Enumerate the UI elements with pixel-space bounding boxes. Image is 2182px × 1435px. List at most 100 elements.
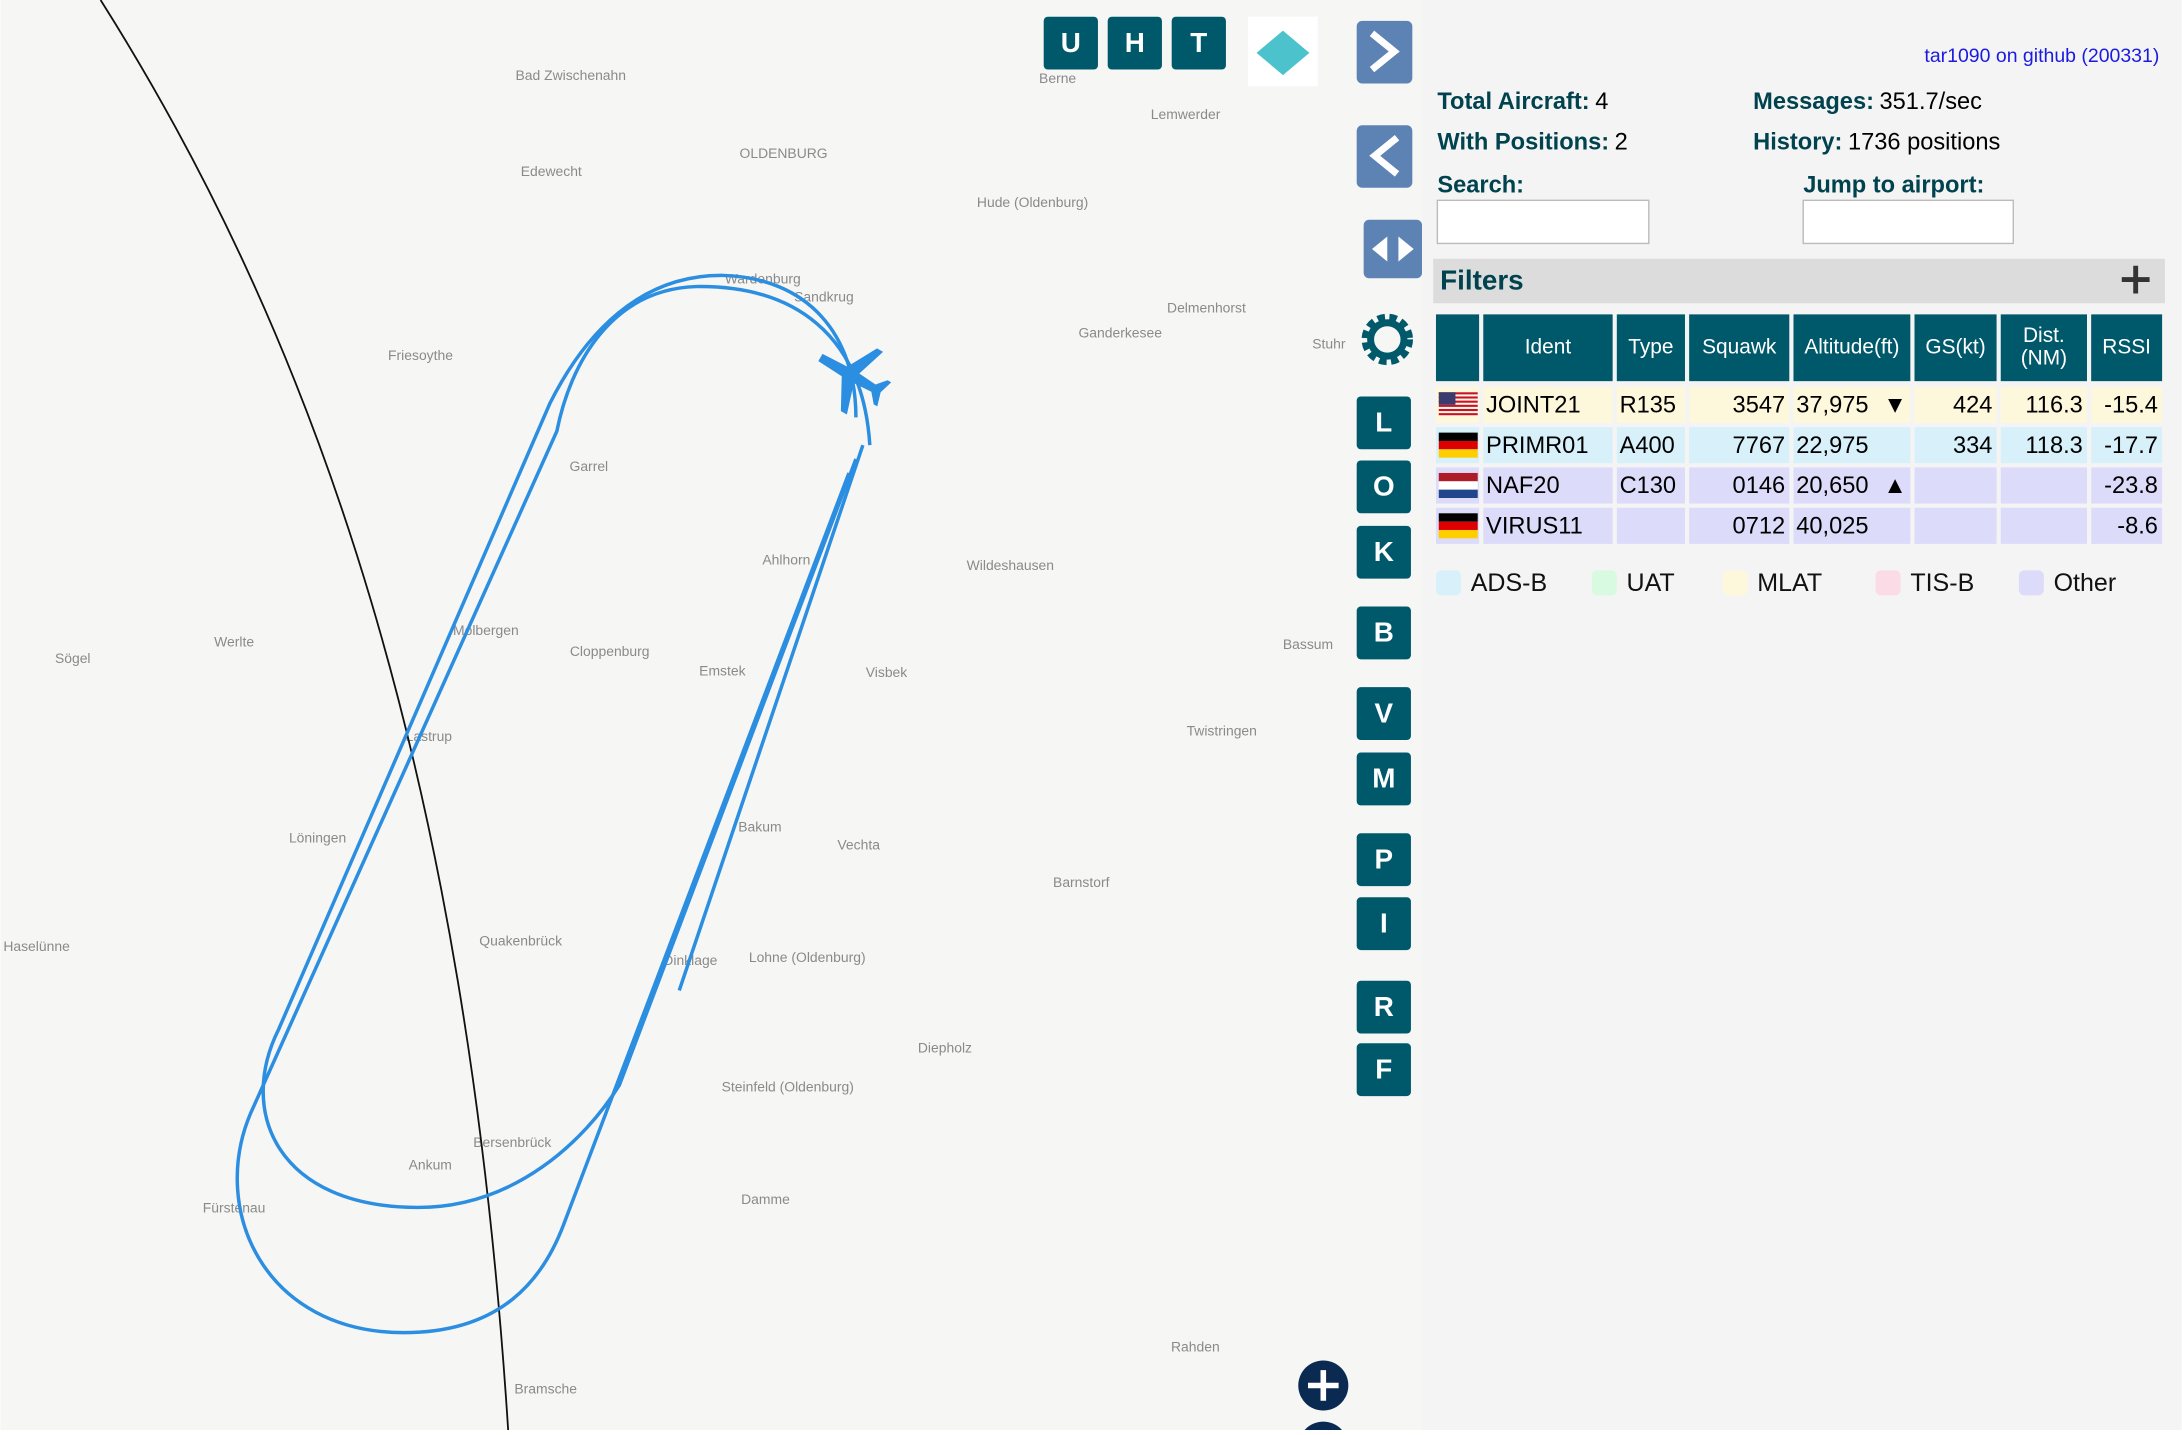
table-cell[interactable] (1483, 427, 1613, 464)
legend-label: MLAT (1757, 569, 1822, 597)
place-label: Ahlhorn (762, 551, 810, 567)
place-label: Lastrup (406, 728, 453, 744)
flag (1438, 449, 1478, 458)
toggle-button[interactable] (1356, 897, 1411, 951)
table-cell[interactable] (2091, 507, 2163, 544)
table-cell[interactable] (1689, 507, 1790, 544)
stat-label: Total Aircraft: (1437, 89, 1589, 115)
settings-button[interactable] (1361, 313, 1414, 366)
github-link[interactable]: tar1090 on github (200331) (1924, 45, 2159, 67)
table-cell[interactable] (1793, 467, 1911, 504)
cell-text: A400 (1620, 433, 1675, 459)
stat: Total Aircraft: 4 (1437, 89, 1608, 115)
table-cell[interactable] (1616, 427, 1685, 464)
button-label: F (1375, 1053, 1392, 1084)
table-cell[interactable] (1914, 467, 1997, 504)
button-label: V (1375, 697, 1394, 728)
flag (1438, 472, 1478, 482)
toggle-button[interactable] (1356, 525, 1411, 579)
table-cell[interactable] (1689, 467, 1790, 504)
column-header: Ident (1525, 335, 1572, 358)
cell-text: R135 (1620, 392, 1676, 418)
table-cell[interactable] (1689, 386, 1790, 423)
cell-text: 424 (1953, 392, 1992, 418)
layers-icon (1256, 30, 1310, 76)
cell-text: -15.4 (2104, 392, 2158, 418)
toolbar-button[interactable] (1043, 16, 1098, 70)
resize-button[interactable] (1363, 219, 1423, 279)
filters-title: Filters (1440, 265, 1523, 296)
cell-text: 116.3 (2025, 392, 2082, 418)
stat-label: Messages: (1753, 89, 1874, 115)
flag (1438, 413, 1478, 416)
column-header: Type (1628, 335, 1673, 358)
cell-text: 118.3 (2025, 433, 2082, 459)
legend-swatch (2018, 570, 2044, 596)
toggle-button[interactable] (1356, 460, 1411, 514)
table-cell[interactable] (1914, 427, 1997, 464)
expand-button[interactable] (1356, 20, 1413, 84)
table-cell[interactable] (1483, 467, 1613, 504)
header-cell[interactable] (2000, 314, 2087, 382)
table-cell[interactable] (2000, 467, 2087, 504)
toggle-button[interactable] (1356, 687, 1411, 741)
table-cell[interactable] (2091, 467, 2163, 504)
header-cell[interactable] (1914, 314, 1997, 382)
table-cell[interactable] (1616, 467, 1685, 504)
jump-input[interactable] (1802, 199, 2014, 245)
place-label: Delmenhorst (1167, 299, 1246, 315)
aircraft-icon[interactable] (802, 326, 902, 426)
table-cell[interactable] (1689, 427, 1790, 464)
filters-bar[interactable] (1433, 258, 2165, 304)
header-cell[interactable] (2091, 314, 2163, 382)
toggle-button[interactable] (1356, 606, 1411, 660)
stat: With Positions: 2 (1437, 130, 1627, 156)
button-label: P (1375, 843, 1394, 874)
cell-text: NAF20 (1486, 473, 1560, 499)
cell-text: PRIMR01 (1486, 433, 1588, 459)
place-label: Steinfeld (Oldenburg) (722, 1078, 854, 1094)
table-cell[interactable] (2091, 386, 2163, 423)
toggle-button[interactable] (1356, 396, 1411, 450)
header-cell[interactable] (1616, 314, 1685, 382)
toggle-button[interactable] (1356, 833, 1411, 887)
plus-icon (1308, 1370, 1339, 1401)
flag (1438, 513, 1478, 522)
filters-toggle[interactable] (2121, 265, 2150, 294)
table-cell[interactable] (1483, 507, 1613, 544)
header-cell[interactable] (1483, 314, 1613, 382)
toggle-button[interactable] (1356, 752, 1411, 806)
header-cell[interactable] (1793, 314, 1911, 382)
table-cell[interactable] (1793, 386, 1911, 423)
table-cell[interactable] (2000, 507, 2087, 544)
table-cell[interactable] (1616, 386, 1685, 423)
table-cell[interactable] (1793, 427, 1911, 464)
flag (1438, 440, 1478, 450)
table-cell[interactable] (1793, 507, 1911, 544)
table-cell[interactable] (1483, 386, 1613, 423)
toolbar-button[interactable] (1171, 16, 1226, 70)
place-label: Werlte (214, 633, 254, 649)
legend-label: UAT (1627, 569, 1675, 597)
place-label: Wildeshausen (967, 557, 1054, 573)
table-cell[interactable] (1914, 507, 1997, 544)
table-cell[interactable] (1914, 386, 1997, 423)
toolbar-button[interactable] (1107, 16, 1162, 70)
cell-text: -23.8 (2104, 473, 2158, 499)
flag (1438, 408, 1478, 412)
toggle-button[interactable] (1356, 980, 1411, 1034)
stat: Messages: 351.7/sec (1753, 89, 1982, 115)
place-label: Ankum (409, 1156, 452, 1172)
header-cell[interactable] (1689, 314, 1790, 382)
table-cell[interactable] (2091, 427, 2163, 464)
jump-label: Jump to airport: (1803, 173, 1984, 199)
collapse-button[interactable] (1356, 125, 1413, 188)
toggle-button[interactable] (1356, 1043, 1411, 1097)
map[interactable] (0, 0, 1423, 1430)
stat-value: 2 (1615, 130, 1628, 156)
stat-value: 351.7/sec (1880, 89, 1983, 115)
search-input[interactable] (1436, 199, 1650, 245)
table-cell[interactable] (1616, 507, 1685, 544)
table-cell[interactable] (2000, 427, 2087, 464)
table-cell[interactable] (2000, 386, 2087, 423)
